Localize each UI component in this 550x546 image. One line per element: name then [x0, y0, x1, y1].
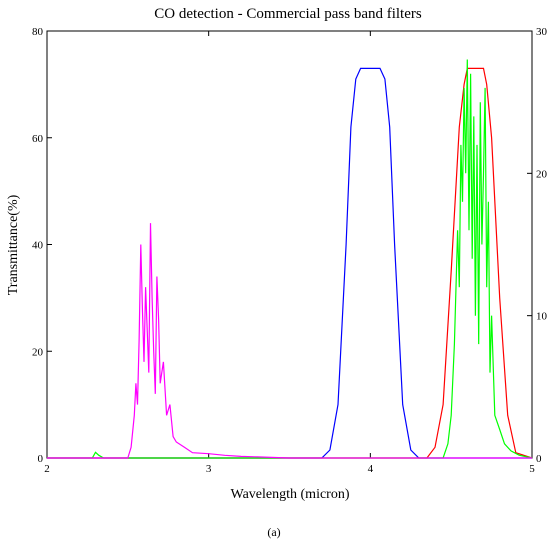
y-tick-label-left: 20 — [32, 346, 44, 358]
series-line-2 — [47, 59, 533, 459]
figure-caption: (a) — [267, 525, 280, 539]
x-tick-label: 4 — [368, 463, 374, 475]
chart-title: CO detection - Commercial pass band filt… — [154, 6, 422, 22]
series-line-3 — [47, 223, 532, 459]
y-tick-label-left: 60 — [32, 133, 44, 145]
x-tick-label: 3 — [206, 463, 212, 475]
y-tick-label-right: 10 — [536, 311, 548, 323]
y-tick-label-right: 30 — [536, 26, 548, 38]
y-tick-label-left: 80 — [32, 26, 44, 38]
y-tick-label-right: 20 — [536, 168, 548, 180]
y-tick-label-left: 0 — [38, 453, 44, 465]
y-tick-label-right: 0 — [536, 453, 542, 465]
x-tick-label: 5 — [529, 463, 535, 475]
y-tick-label-left: 40 — [32, 240, 44, 252]
y-axis-label: Transmittance(%) — [6, 194, 21, 295]
x-axis-label: Wavelength (micron) — [231, 487, 350, 502]
series-line-0 — [47, 67, 532, 459]
x-tick-label: 2 — [44, 463, 50, 475]
